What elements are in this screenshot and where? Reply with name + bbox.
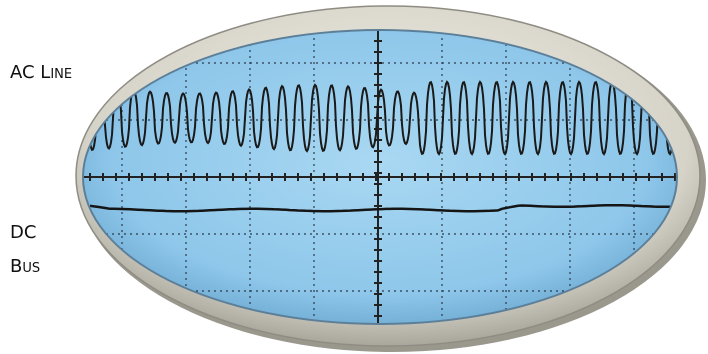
page: {"labels": {"ac_line": "AC Line", "dc_bu… — [0, 0, 708, 354]
dc-bus-label: Bus — [10, 256, 40, 277]
scope-illustration: AC Line DC Bus — [0, 0, 708, 354]
ac-line-label: AC Line — [10, 62, 72, 83]
dc-bus-label: DC — [10, 222, 36, 243]
